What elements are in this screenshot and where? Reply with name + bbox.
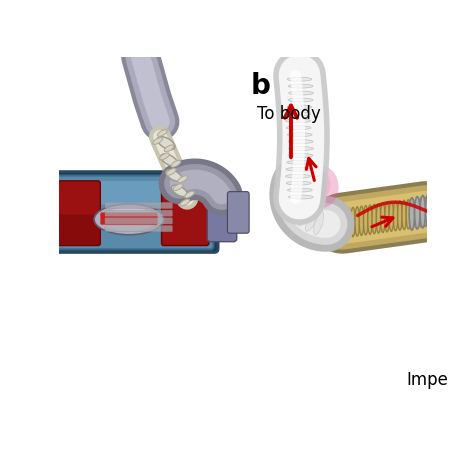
Ellipse shape <box>415 199 419 228</box>
Ellipse shape <box>287 105 312 109</box>
Ellipse shape <box>288 98 313 102</box>
Ellipse shape <box>346 208 351 237</box>
Ellipse shape <box>286 126 311 130</box>
Text: Impe: Impe <box>406 371 448 389</box>
Ellipse shape <box>287 199 311 210</box>
Ellipse shape <box>286 181 311 185</box>
Ellipse shape <box>420 195 426 228</box>
Ellipse shape <box>287 77 312 81</box>
Ellipse shape <box>359 206 364 236</box>
Ellipse shape <box>287 188 312 192</box>
Ellipse shape <box>368 205 373 234</box>
Ellipse shape <box>173 184 183 191</box>
Ellipse shape <box>292 203 313 219</box>
Ellipse shape <box>342 209 347 238</box>
Ellipse shape <box>419 198 423 227</box>
Ellipse shape <box>381 203 385 232</box>
FancyBboxPatch shape <box>100 212 158 225</box>
Ellipse shape <box>160 153 169 160</box>
Ellipse shape <box>171 160 181 167</box>
Ellipse shape <box>287 133 312 137</box>
Ellipse shape <box>393 201 398 231</box>
Ellipse shape <box>415 197 420 229</box>
Ellipse shape <box>289 146 313 150</box>
Ellipse shape <box>298 207 316 226</box>
Ellipse shape <box>364 206 368 235</box>
Ellipse shape <box>285 174 310 178</box>
FancyBboxPatch shape <box>207 183 237 242</box>
Ellipse shape <box>157 137 175 149</box>
Ellipse shape <box>409 198 415 230</box>
Ellipse shape <box>153 137 163 144</box>
Ellipse shape <box>94 204 164 235</box>
Ellipse shape <box>289 91 313 95</box>
Polygon shape <box>44 183 63 246</box>
Ellipse shape <box>426 194 431 227</box>
Ellipse shape <box>307 170 330 200</box>
Ellipse shape <box>305 210 319 231</box>
FancyBboxPatch shape <box>105 218 173 224</box>
FancyBboxPatch shape <box>105 226 173 232</box>
Ellipse shape <box>172 185 187 197</box>
Ellipse shape <box>157 129 167 137</box>
Ellipse shape <box>288 140 313 144</box>
Ellipse shape <box>372 204 377 234</box>
Ellipse shape <box>285 187 310 195</box>
Ellipse shape <box>389 202 394 231</box>
Ellipse shape <box>376 204 381 233</box>
Ellipse shape <box>286 167 310 171</box>
FancyBboxPatch shape <box>48 175 213 249</box>
Ellipse shape <box>287 160 311 164</box>
FancyBboxPatch shape <box>105 202 173 209</box>
Ellipse shape <box>406 200 410 229</box>
Ellipse shape <box>423 197 428 227</box>
FancyBboxPatch shape <box>228 191 249 233</box>
Ellipse shape <box>100 208 158 231</box>
FancyBboxPatch shape <box>54 215 100 245</box>
Ellipse shape <box>166 170 182 182</box>
Ellipse shape <box>398 201 402 230</box>
Ellipse shape <box>288 154 313 157</box>
FancyBboxPatch shape <box>105 210 173 216</box>
Ellipse shape <box>287 179 310 190</box>
Ellipse shape <box>166 168 176 175</box>
Ellipse shape <box>285 119 310 123</box>
Ellipse shape <box>184 191 194 198</box>
Ellipse shape <box>304 166 338 208</box>
FancyBboxPatch shape <box>53 181 100 246</box>
Ellipse shape <box>402 201 406 229</box>
Text: b: b <box>251 72 271 100</box>
FancyBboxPatch shape <box>53 181 190 205</box>
Ellipse shape <box>314 211 324 235</box>
Ellipse shape <box>355 207 360 236</box>
Ellipse shape <box>351 208 356 237</box>
FancyBboxPatch shape <box>162 181 209 246</box>
Ellipse shape <box>286 112 311 116</box>
Ellipse shape <box>410 199 415 228</box>
Ellipse shape <box>180 199 190 206</box>
Ellipse shape <box>288 84 313 88</box>
Ellipse shape <box>164 145 174 152</box>
FancyBboxPatch shape <box>44 172 218 253</box>
Ellipse shape <box>385 203 390 232</box>
Ellipse shape <box>161 154 178 166</box>
Text: To body: To body <box>257 105 320 123</box>
Ellipse shape <box>285 194 310 202</box>
Ellipse shape <box>178 176 188 182</box>
Ellipse shape <box>289 195 313 199</box>
